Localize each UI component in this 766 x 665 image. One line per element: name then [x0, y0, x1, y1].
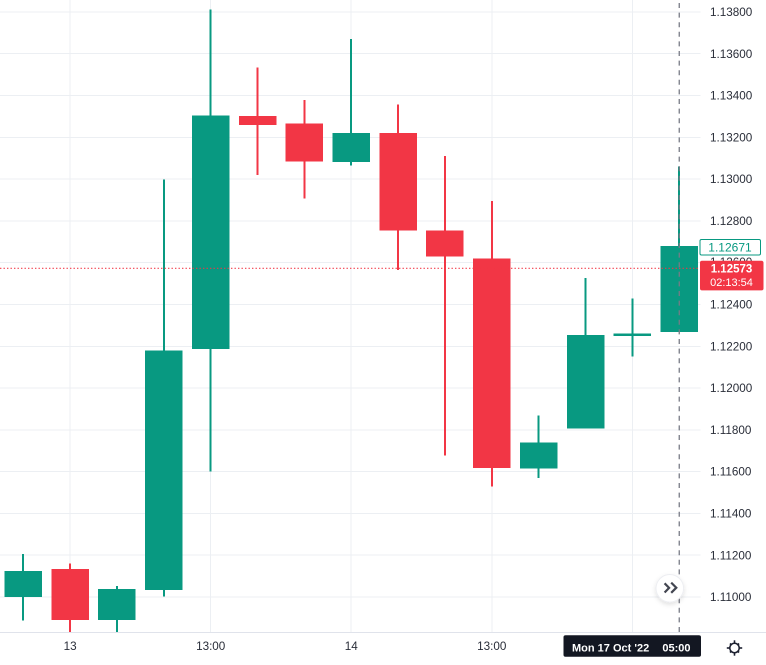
svg-text:05:00: 05:00: [662, 642, 690, 654]
svg-text:1.11000: 1.11000: [710, 591, 752, 604]
svg-text:1.13200: 1.13200: [710, 131, 753, 144]
svg-text:1.12800: 1.12800: [710, 215, 753, 228]
svg-text:1.12573: 1.12573: [711, 264, 753, 276]
svg-text:1.13400: 1.13400: [710, 90, 753, 103]
svg-text:1.12200: 1.12200: [710, 340, 753, 353]
svg-text:14: 14: [345, 640, 359, 653]
svg-text:1.13800: 1.13800: [710, 6, 753, 19]
svg-text:13:00: 13:00: [196, 640, 226, 653]
svg-text:02:13:54: 02:13:54: [710, 277, 753, 289]
svg-text:1.11600: 1.11600: [710, 466, 752, 479]
svg-text:1.13000: 1.13000: [710, 173, 753, 186]
svg-text:1.11400: 1.11400: [710, 508, 752, 521]
svg-text:13: 13: [64, 640, 77, 653]
svg-text:1.11800: 1.11800: [710, 424, 752, 437]
svg-text:1.12400: 1.12400: [710, 299, 753, 312]
svg-text:1.12000: 1.12000: [710, 382, 753, 395]
svg-text:Mon 17 Oct '22: Mon 17 Oct '22: [572, 642, 649, 654]
svg-text:1.12671: 1.12671: [708, 240, 752, 254]
svg-text:1.13600: 1.13600: [710, 48, 753, 61]
svg-text:1.11200: 1.11200: [710, 549, 752, 562]
svg-text:13:00: 13:00: [477, 640, 507, 653]
